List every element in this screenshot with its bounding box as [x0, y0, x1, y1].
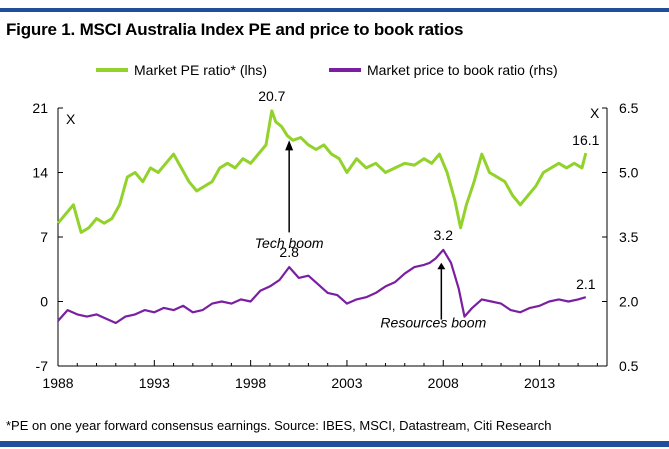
data-labels: 20.7 16.1 2.8 3.2 2.1	[258, 88, 599, 292]
annotation-text: Tech boom	[255, 235, 324, 251]
x-tick-label: 1998	[235, 375, 266, 391]
data-label: 2.8	[279, 244, 299, 260]
legend-label-pe: Market PE ratio* (lhs)	[134, 62, 267, 78]
y-tick-label-left: 0	[40, 294, 48, 310]
left-axis-unit: X	[66, 111, 76, 127]
annotation-arrowhead	[437, 262, 446, 270]
top-rule	[0, 8, 669, 12]
series-lines	[56, 109, 588, 325]
legend-label-pb: Market price to book ratio (rhs)	[367, 62, 558, 78]
y-tick-label-right: 3.5	[619, 229, 639, 245]
plot-frame	[57, 108, 608, 367]
legend: Market PE ratio* (lhs) Market price to b…	[96, 62, 558, 78]
footnote: *PE on one year forward consensus earnin…	[6, 418, 552, 433]
annotation-arrowhead	[285, 140, 294, 151]
x-tick-label: 2008	[428, 375, 459, 391]
x-tick-label: 2013	[524, 375, 555, 391]
y-tick-label-right: 0.5	[619, 358, 639, 374]
y-tick-label-left: 14	[32, 165, 48, 181]
y-tick-label-right: 5.0	[619, 165, 639, 181]
y-tick-label-left: -7	[36, 358, 49, 374]
annotations: Tech boom Resources boom	[255, 140, 487, 330]
right-axis-unit: X	[590, 105, 600, 121]
x-tick-label: 1993	[139, 375, 170, 391]
bottom-rule	[0, 441, 669, 447]
data-label: 3.2	[434, 227, 454, 243]
y-tick-label-left: 21	[32, 100, 48, 116]
y-tick-label-right: 2.0	[619, 294, 639, 310]
y-tick-label-right: 6.5	[619, 100, 639, 116]
data-label: 16.1	[572, 132, 599, 148]
series-line-pb	[57, 248, 587, 325]
annotation-text: Resources boom	[380, 314, 486, 330]
figure-title: Figure 1. MSCI Australia Index PE and pr…	[6, 20, 464, 39]
x-tick-label: 2003	[331, 375, 362, 391]
x-tick-label: 1988	[42, 375, 73, 391]
axis-ticks: 21 14 7 0 -7 6.5 5.0 3.5 2.0 0.5 1988 1993 1998 2003 2…	[32, 100, 638, 391]
data-label: 20.7	[258, 88, 285, 104]
data-label: 2.1	[576, 276, 596, 292]
series-line-pe	[56, 109, 588, 234]
y-tick-label-left: 7	[40, 229, 48, 245]
